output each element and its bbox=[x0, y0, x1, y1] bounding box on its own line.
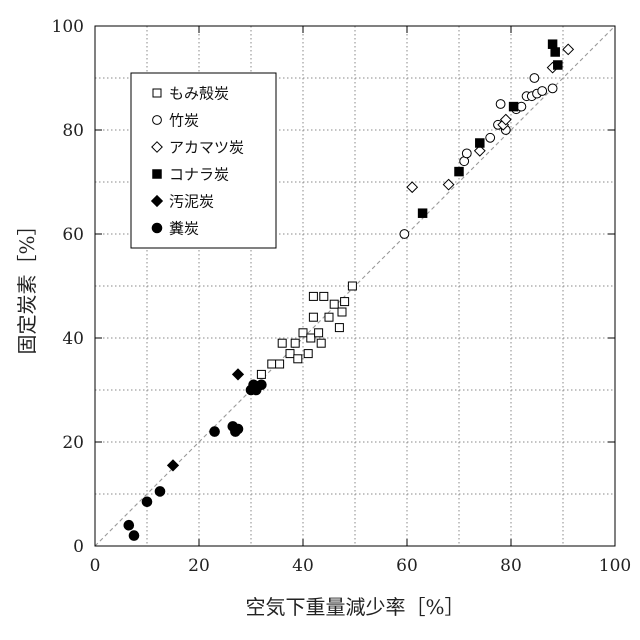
legend-label: もみ殻炭 bbox=[169, 85, 229, 103]
data-point bbox=[291, 339, 299, 347]
data-point bbox=[278, 339, 286, 347]
data-point bbox=[418, 209, 427, 218]
y-tick-label: 80 bbox=[62, 121, 84, 141]
data-point bbox=[538, 87, 547, 96]
data-point bbox=[455, 167, 464, 176]
data-point bbox=[210, 427, 220, 437]
y-tick-label: 60 bbox=[62, 225, 84, 245]
legend-label: コナラ炭 bbox=[169, 166, 229, 184]
data-point bbox=[233, 424, 243, 434]
legend-label: 竹炭 bbox=[169, 112, 199, 130]
x-tick-label: 40 bbox=[292, 556, 314, 576]
legend-marker bbox=[152, 223, 162, 233]
data-point bbox=[309, 292, 317, 300]
y-tick-label: 40 bbox=[62, 329, 84, 349]
legend-marker bbox=[153, 170, 162, 179]
x-tick-label: 20 bbox=[188, 556, 210, 576]
data-point bbox=[304, 350, 312, 358]
legend-label: アカマツ炭 bbox=[169, 139, 244, 157]
legend-marker bbox=[153, 116, 162, 125]
data-point bbox=[286, 350, 294, 358]
x-tick-label: 60 bbox=[396, 556, 418, 576]
chart-background bbox=[0, 0, 640, 640]
legend-label: 汚泥炭 bbox=[169, 193, 214, 211]
legend: もみ殻炭竹炭アカマツ炭コナラ炭汚泥炭糞炭 bbox=[131, 73, 276, 248]
data-point bbox=[325, 313, 333, 321]
data-point bbox=[129, 531, 139, 541]
x-tick-label: 0 bbox=[90, 556, 101, 576]
data-point bbox=[496, 100, 505, 109]
data-point bbox=[338, 308, 346, 316]
data-point bbox=[476, 139, 485, 148]
legend-marker bbox=[153, 89, 161, 97]
data-point bbox=[341, 298, 349, 306]
y-tick-label: 0 bbox=[73, 537, 84, 557]
data-point bbox=[315, 329, 323, 337]
data-point bbox=[548, 40, 557, 49]
data-point bbox=[551, 48, 560, 57]
legend-label: 糞炭 bbox=[169, 220, 199, 238]
y-tick-label: 100 bbox=[52, 17, 84, 37]
data-point bbox=[257, 380, 267, 390]
data-point bbox=[320, 292, 328, 300]
data-point bbox=[330, 300, 338, 308]
scatter-chart: 0 20 40 60 80 100 0 20 40 60 80 100 もみ殻炭竹炭アカマツ炭コナラ炭… bbox=[0, 0, 640, 640]
y-axis-title: 固定炭素［%］ bbox=[15, 215, 39, 354]
x-tick-label: 80 bbox=[500, 556, 522, 576]
data-point bbox=[486, 133, 495, 142]
x-tick-label: 100 bbox=[599, 556, 631, 576]
data-point bbox=[317, 339, 325, 347]
data-point bbox=[142, 497, 152, 507]
data-point bbox=[348, 282, 356, 290]
data-point bbox=[548, 84, 557, 93]
data-point bbox=[276, 360, 284, 368]
data-point bbox=[307, 334, 315, 342]
data-point bbox=[124, 520, 134, 530]
data-point bbox=[257, 370, 265, 378]
data-point bbox=[462, 149, 471, 158]
y-tick-label: 20 bbox=[62, 433, 84, 453]
data-point bbox=[268, 360, 276, 368]
data-point bbox=[335, 324, 343, 332]
data-point bbox=[309, 313, 317, 321]
data-point bbox=[294, 355, 302, 363]
data-point bbox=[554, 61, 563, 70]
data-point bbox=[509, 102, 517, 111]
data-point bbox=[299, 329, 307, 337]
data-point bbox=[400, 230, 409, 239]
data-point bbox=[155, 487, 165, 497]
data-point bbox=[530, 74, 539, 83]
x-axis-title: 空気下重量減少率［%］ bbox=[245, 595, 464, 619]
